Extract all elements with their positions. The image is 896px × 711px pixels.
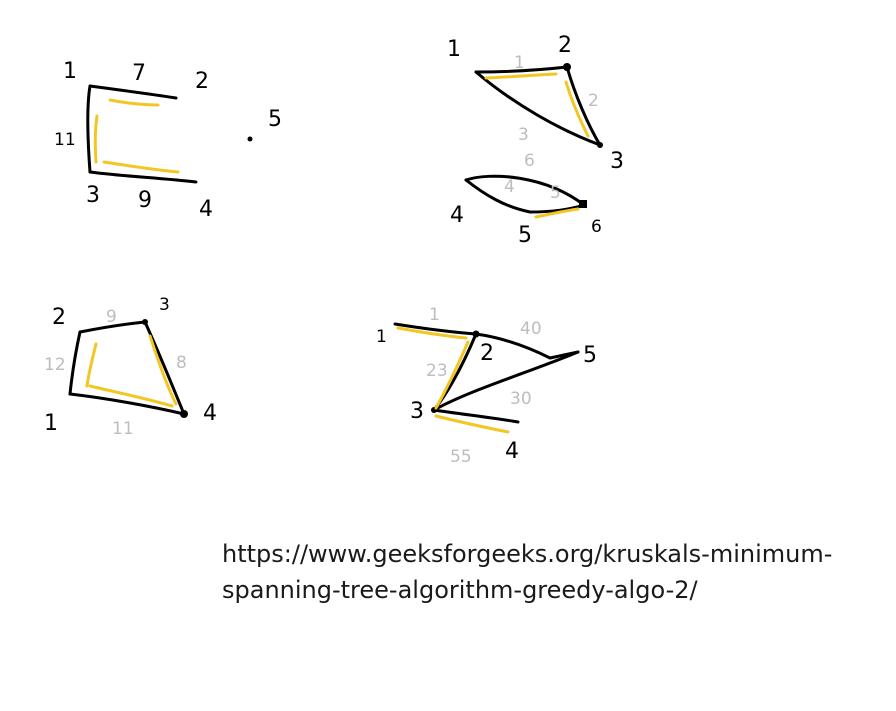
graph-4: 1 2 3 4 5 1 40 23 30 55 [376,305,597,467]
g4-weight-2-5: 40 [520,319,542,339]
g1-weight-3-4: 9 [138,188,152,213]
g2-weight-1-3: 3 [518,125,529,145]
g1-edge-1-2 [88,84,178,100]
g2-weight-4-6: 6 [524,151,535,171]
g1-node-1: 1 [63,59,77,84]
g4-node-2-dot [472,330,480,338]
g2-edge-1-3 [474,70,602,147]
g2-mst-2-3 [564,80,590,138]
g1-node-3: 3 [86,183,100,208]
g1-mst-3-4 [102,160,180,174]
g4-node-2: 2 [480,341,494,366]
g4-node-4: 4 [505,439,519,464]
g3-mst-right [148,334,178,406]
g1-node-2: 2 [195,69,209,94]
g1-weight-1-2: 7 [132,61,146,86]
g3-edge-top [78,320,147,334]
g4-edge-3-5 [432,350,580,412]
g3-mst-left [85,342,98,388]
g1-mst-1-2 [108,98,160,107]
g2-node-6-dot [579,200,587,208]
graph-3: 2 3 1 4 9 12 8 11 [44,295,217,439]
g4-weight-3-5: 30 [510,389,532,409]
g2-node-6: 6 [591,217,602,237]
g4-mst-1-2 [396,326,468,340]
g4-weight-2-3: 23 [426,361,448,381]
g3-node-1: 1 [44,411,58,436]
g2-mst-5-6 [534,207,580,219]
g3-weight-top: 9 [106,307,117,327]
g3-edge-left [68,330,82,396]
g3-edge-right [143,320,186,416]
g1-weight-1-3: 11 [54,130,76,150]
g2-weight-1-2: 1 [514,53,525,73]
g2-node-2: 2 [558,33,572,58]
g4-node-1: 1 [376,327,387,347]
graph-1: 1 2 3 4 5 7 11 9 [54,59,282,222]
g1-edge-1-3 [86,84,92,174]
g2-node-4: 4 [450,203,464,228]
g2-edge-4-5 [464,178,532,214]
g4-weight-1-2: 1 [429,305,440,325]
g3-weight-bottom: 11 [112,419,134,439]
g3-node-3: 3 [159,295,170,315]
g3-node-4: 4 [203,401,217,426]
g2-edge-1-2 [474,65,569,74]
g2-weight-4-5: 4 [504,177,515,197]
g3-node-2: 2 [52,305,66,330]
g3-weight-left: 12 [44,355,66,375]
g2-weight-5-6: 5 [550,183,561,203]
graph-2: 1 2 3 4 5 6 1 2 3 6 4 5 [447,33,624,248]
g3-edge-bottom [68,392,186,416]
g4-mst-3-4 [434,414,510,434]
g1-node-5-dot [247,136,253,142]
g1-node-5: 5 [268,107,282,132]
source-url-text: https://www.geeksforgeeks.org/kruskals-m… [222,540,833,604]
g4-node-3: 3 [410,399,424,424]
g3-weight-right: 8 [176,353,187,373]
g2-node-1: 1 [447,37,461,62]
g3-node-4-dot [180,410,188,418]
g4-edge-2-5 [474,332,580,360]
g3-mst-bottom [88,384,174,408]
g1-node-4: 4 [199,197,213,222]
g4-mst-2-3 [434,340,470,410]
g2-edge-4-6 [464,174,586,207]
g2-node-2-dot [563,63,571,71]
g4-edge-3-4 [432,408,520,424]
g1-mst-1-3 [93,114,99,164]
g2-node-3-dot [597,142,603,148]
g2-mst-1-2 [484,72,558,80]
g2-node-3: 3 [610,149,624,174]
g2-node-5: 5 [518,223,532,248]
g2-edge-2-3 [565,65,602,147]
g2-weight-2-3: 2 [588,91,599,111]
g3-node-3-dot [142,319,148,325]
g4-node-5: 5 [583,343,597,368]
g1-edge-3-4 [88,170,198,184]
g4-weight-3-4: 55 [450,447,472,467]
g4-edge-1-2 [393,322,478,336]
